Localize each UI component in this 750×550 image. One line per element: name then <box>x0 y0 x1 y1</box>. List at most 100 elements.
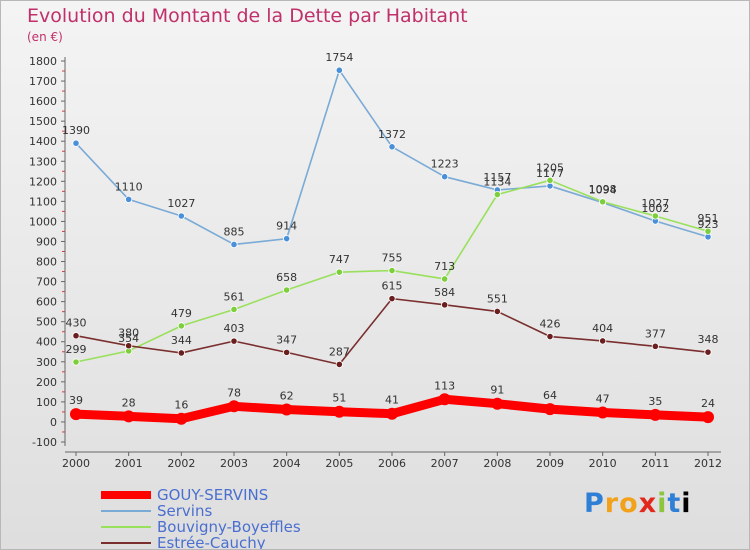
data-label: 923 <box>698 218 719 231</box>
data-label: 584 <box>434 286 455 299</box>
logo-letter: r <box>604 488 620 519</box>
y-tick-label: 1700 <box>29 75 57 88</box>
data-point <box>177 349 185 357</box>
legend-label-estree-cauchy: Estrée-Cauchy <box>157 534 266 550</box>
chart-title: Evolution du Montant de la Dette par Hab… <box>27 5 468 27</box>
data-point <box>493 190 501 199</box>
data-label: 1098 <box>589 183 617 196</box>
data-point <box>122 410 135 423</box>
data-label: 1372 <box>378 128 406 141</box>
data-label: 479 <box>171 307 192 320</box>
data-label: 62 <box>280 390 294 403</box>
data-label: 615 <box>382 280 403 293</box>
data-label: 380 <box>118 327 139 340</box>
data-point <box>599 198 607 206</box>
legend-item-servins: Servins <box>101 503 301 519</box>
y-tick-label: 1600 <box>29 95 57 108</box>
data-point <box>283 286 291 294</box>
data-point <box>125 342 133 350</box>
data-point <box>438 393 451 406</box>
data-point <box>228 400 240 413</box>
legend-item-gouy-servins: GOUY-SERVINS <box>101 487 301 503</box>
data-point <box>177 322 185 330</box>
x-tick-label: 2012 <box>694 457 722 470</box>
legend-label-gouy-servins: GOUY-SERVINS <box>157 486 269 504</box>
y-tick-label: 400 <box>36 336 57 349</box>
data-label: 1177 <box>536 167 564 180</box>
data-point <box>493 307 501 316</box>
x-tick-label: 2000 <box>62 457 90 470</box>
y-tick-label: 700 <box>36 276 57 289</box>
data-point <box>441 275 449 283</box>
x-tick-label: 2001 <box>115 457 143 470</box>
data-point <box>388 143 396 151</box>
y-tick-label: 0 <box>50 416 57 429</box>
data-label: 551 <box>487 292 508 305</box>
logo-letter: i <box>657 488 668 519</box>
logo-letter: t <box>667 488 682 519</box>
legend-swatch-estree-cauchy <box>101 542 151 544</box>
data-label: 1157 <box>483 171 511 184</box>
x-tick-label: 2009 <box>536 457 564 470</box>
data-label: 287 <box>329 345 350 358</box>
logo-letter: i <box>681 488 692 519</box>
logo-letter: o <box>619 488 639 519</box>
data-label: 914 <box>276 220 297 233</box>
x-tick-label: 2006 <box>378 457 406 470</box>
data-label: 348 <box>698 333 719 346</box>
data-point <box>230 337 238 345</box>
data-label: 658 <box>276 271 297 284</box>
data-label: 561 <box>224 290 245 303</box>
data-label: 1205 <box>536 161 564 174</box>
data-point <box>177 212 185 220</box>
y-tick-label: -100 <box>32 436 57 449</box>
data-point <box>599 337 607 345</box>
legend-item-estree-cauchy: Estrée-Cauchy <box>101 534 301 550</box>
data-label: 39 <box>69 394 83 407</box>
data-label: 51 <box>332 392 346 405</box>
data-label: 47 <box>596 393 610 406</box>
data-label: 1094 <box>589 184 617 197</box>
data-label: 64 <box>543 389 557 402</box>
data-label: 299 <box>66 343 87 356</box>
y-tick-label: 1100 <box>29 195 57 208</box>
data-point <box>280 403 293 416</box>
y-tick-label: 300 <box>36 356 57 369</box>
data-label: 344 <box>171 334 192 347</box>
data-point <box>704 348 712 356</box>
proxiti-logo: Proxiti <box>584 488 692 519</box>
data-label: 951 <box>698 212 719 225</box>
logo-letter: x <box>638 488 658 519</box>
y-tick-label: 1800 <box>29 55 57 68</box>
data-label: 377 <box>645 327 666 340</box>
data-point <box>335 66 343 74</box>
legend-label-servins: Servins <box>157 502 213 520</box>
data-point <box>72 332 80 340</box>
x-tick-label: 2007 <box>431 457 459 470</box>
data-point <box>72 139 80 147</box>
data-point <box>175 412 188 425</box>
data-label: 35 <box>648 395 662 408</box>
y-tick-label: 100 <box>36 396 57 409</box>
x-tick-label: 2004 <box>273 457 301 470</box>
data-label: 91 <box>490 384 504 397</box>
data-point <box>596 406 609 419</box>
chart-subtitle: (en €) <box>27 30 63 44</box>
data-label: 1027 <box>167 197 195 210</box>
data-point <box>388 295 396 303</box>
data-label: 403 <box>224 322 245 335</box>
x-tick-label: 2005 <box>325 457 353 470</box>
y-tick-label: 600 <box>36 296 57 309</box>
data-label: 1223 <box>431 158 459 171</box>
legend-swatch-gouy-servins <box>101 491 151 499</box>
data-label: 426 <box>540 318 561 331</box>
data-point <box>546 176 554 184</box>
y-tick-label: 200 <box>36 376 57 389</box>
y-tick-label: 500 <box>36 316 57 329</box>
x-tick-label: 2003 <box>220 457 248 470</box>
legend-item-bouvigny-boyeffles: Bouvigny-Boyeffles <box>101 519 301 535</box>
data-point <box>230 240 238 249</box>
x-tick-label: 2011 <box>641 457 669 470</box>
data-point <box>649 408 662 421</box>
